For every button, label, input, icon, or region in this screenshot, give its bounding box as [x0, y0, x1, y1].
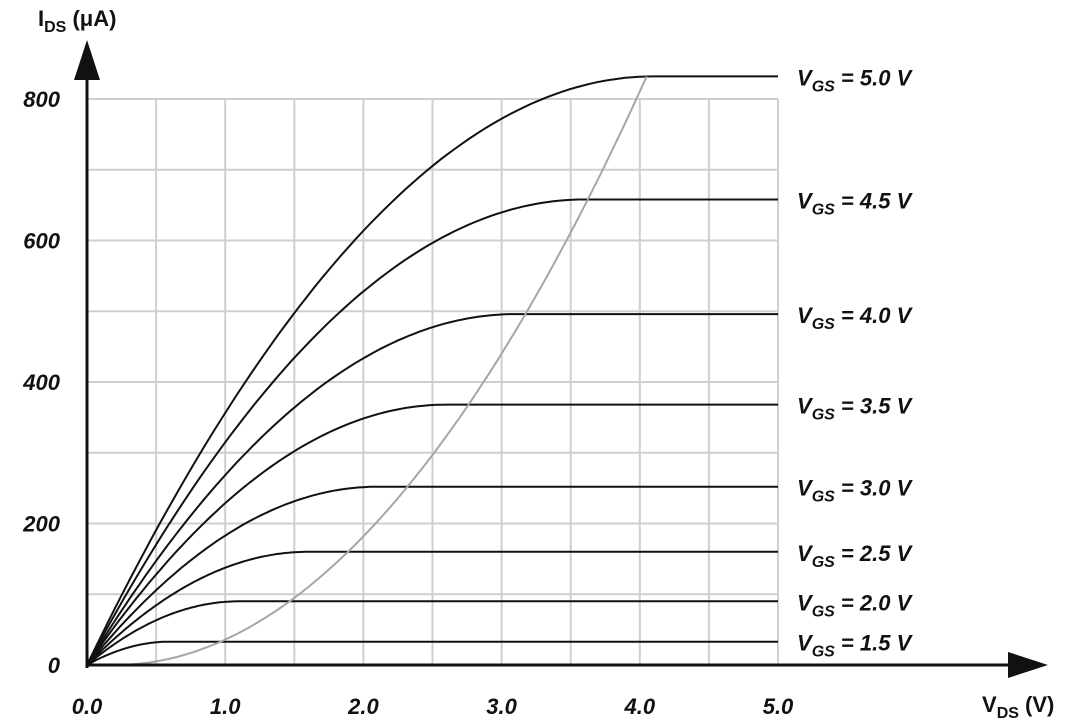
series-line-vgs-4.5 [86, 198, 778, 666]
x-tick-label: 4.0 [624, 694, 656, 719]
y-tick-label: 400 [22, 370, 60, 395]
grid [87, 98, 779, 665]
series-label-vgs-5: VGS = 5.0 V [797, 65, 914, 95]
y-axis-label: IDS (μA) [38, 6, 116, 36]
ticks: 0.0 1.0 2.0 3.0 4.0 5.0 0 200 400 600 800 [22, 87, 794, 719]
series-line-vgs-5 [86, 75, 778, 666]
series-line-vgs-2 [86, 600, 778, 666]
series-line-vgs-1.5 [86, 640, 778, 666]
x-tick-label: 1.0 [210, 694, 241, 719]
series-label-vgs-1.5: VGS = 1.5 V [797, 631, 914, 661]
series-labels: VGS = 1.5 V VGS = 2.0 V VGS = 2.5 V VGS = 3… [797, 65, 914, 660]
x-axis-arrow [1008, 652, 1048, 678]
x-tick-label: 3.0 [486, 694, 517, 719]
x-tick-label: 2.0 [347, 694, 379, 719]
series-label-vgs-3.5: VGS = 3.5 V [797, 394, 914, 424]
y-tick-label: 0 [48, 653, 61, 678]
series-label-vgs-3: VGS = 3.0 V [797, 476, 914, 506]
x-tick-label: 5.0 [763, 694, 794, 719]
x-axis-label: VDS (V) [982, 692, 1054, 722]
x-tick-label: 0.0 [72, 694, 103, 719]
y-tick-label: 200 [22, 512, 60, 537]
series-label-vgs-4: VGS = 4.0 V [797, 303, 914, 333]
y-tick-label: 800 [23, 87, 60, 112]
saturation-boundary-curve [114, 75, 648, 666]
y-tick-label: 600 [23, 229, 60, 254]
series-line-vgs-4 [86, 313, 778, 666]
curves [86, 75, 778, 666]
saturation-boundary-group [114, 75, 648, 666]
series-line-vgs-3.5 [86, 403, 778, 666]
axes [74, 40, 1048, 678]
series-label-vgs-4.5: VGS = 4.5 V [797, 188, 914, 218]
series-line-vgs-2.5 [86, 550, 778, 666]
series-label-vgs-2.5: VGS = 2.5 V [797, 541, 914, 571]
series-line-vgs-3 [86, 485, 778, 666]
series-label-vgs-2: VGS = 2.0 V [797, 590, 914, 620]
y-axis-arrow [74, 40, 100, 80]
